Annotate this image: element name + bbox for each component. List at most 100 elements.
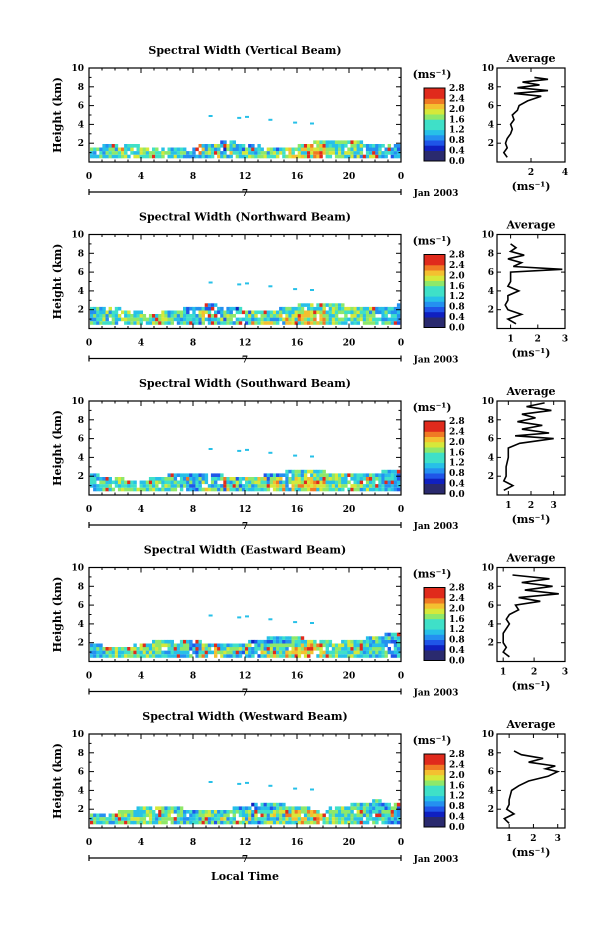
heatmap-cell: [117, 650, 122, 655]
heatmap-cell: [217, 144, 221, 148]
heatmap-cell: [217, 643, 221, 648]
heatmap-cell: [158, 643, 162, 648]
heatmap-cell: [294, 469, 298, 474]
heatmap-cell: [331, 314, 336, 318]
heatmap-cell: [90, 321, 94, 325]
heatmap-cell: [245, 282, 249, 285]
heatmap-cell: [220, 810, 224, 814]
heatmap-cell: [195, 477, 199, 481]
heatmap-cell: [117, 813, 122, 818]
colorbar-swatch: [424, 608, 445, 614]
heatmap-cell: [105, 487, 109, 492]
colorbar-swatch: [424, 624, 445, 630]
heatmap-cell: [396, 480, 401, 485]
heatmap-cell: [186, 154, 190, 159]
heatmap-cell: [127, 321, 131, 325]
heatmap-cell: [136, 647, 140, 651]
heatmap-cell: [365, 314, 370, 318]
heatmap-cell: [229, 654, 233, 658]
heatmap-cell: [359, 144, 364, 148]
heatmap-cell: [241, 144, 246, 148]
heatmap-cell: [189, 154, 193, 159]
heatmap-cell: [372, 817, 376, 821]
heatmap-cell: [303, 817, 308, 821]
heatmap-cell: [362, 654, 367, 658]
heatmap-cell: [369, 310, 373, 315]
heatmap-cell: [142, 314, 147, 318]
heatmap-cell: [121, 820, 125, 825]
heatmap-cell: [235, 477, 240, 481]
heatmap-cell: [347, 647, 351, 651]
heatmap-cell: [303, 654, 308, 658]
heatmap-cell: [229, 484, 233, 488]
heatmap-cell: [362, 314, 367, 318]
heatmap-cell: [331, 140, 336, 144]
average-y-tick-label: 10: [481, 397, 494, 407]
heatmap-cell: [111, 317, 116, 322]
heatmap-cell: [263, 484, 267, 488]
colorbar-tick-label: 2.8: [449, 251, 465, 261]
heatmap-cell: [381, 317, 385, 322]
heatmap-cell: [310, 813, 314, 818]
colorbar-swatch: [424, 457, 445, 464]
heatmap-cell: [381, 484, 385, 488]
heatmap-cell: [310, 817, 314, 821]
heatmap-cell: [378, 480, 382, 485]
heatmap-cell: [226, 154, 230, 159]
colorbar-tick-label: 2.4: [449, 261, 465, 271]
heatmap-cell: [331, 654, 336, 658]
heatmap-cell: [127, 144, 131, 148]
heatmap-cell: [334, 144, 339, 148]
heatmap-cell: [186, 643, 190, 648]
heatmap-cell: [297, 317, 302, 322]
heatmap-cell: [356, 480, 360, 485]
colorbar-swatch: [424, 618, 445, 625]
heatmap-cell: [158, 314, 162, 318]
heatmap-cell: [316, 144, 320, 148]
heatmap-cell: [307, 650, 311, 655]
heatmap-cell: [362, 639, 367, 644]
heatmap-cell: [232, 820, 236, 825]
heatmap-cell: [334, 317, 339, 322]
heatmap-cell: [223, 140, 227, 144]
heatmap-cell: [384, 469, 388, 474]
heatmap-cell: [152, 643, 156, 648]
heatmap-cell: [263, 643, 267, 648]
heatmap-cell: [238, 647, 243, 651]
heatmap-cell: [344, 810, 348, 814]
heatmap-cell: [350, 151, 354, 155]
heatmap-cell: [204, 151, 209, 155]
average-x-tick-label: 2: [528, 501, 534, 511]
heatmap-cell: [183, 650, 187, 655]
heatmap-cell: [372, 480, 376, 485]
heatmap-cell: [387, 650, 391, 655]
heatmap-cell: [369, 321, 373, 325]
heatmap-cell: [297, 639, 302, 644]
heatmap-cell: [142, 151, 147, 155]
heatmap-cell: [297, 321, 302, 325]
colorbar-unit-label: (ms⁻¹): [413, 401, 452, 414]
heatmap-cell: [130, 487, 134, 492]
heatmap-cell: [133, 317, 137, 322]
heatmap-cell: [344, 813, 348, 818]
heatmap-cell: [359, 639, 364, 644]
heatmap-cell: [291, 477, 295, 481]
heatmap-cell: [266, 484, 271, 488]
heatmap-cell: [133, 314, 137, 318]
heatmap-cell: [300, 154, 305, 159]
heatmap-cell: [90, 477, 94, 481]
heatmap-cell: [167, 310, 171, 315]
heatmap-cell: [269, 643, 274, 648]
heatmap-cell: [266, 636, 271, 640]
x-tick-label: 20: [343, 838, 356, 848]
heatmap-cell: [124, 321, 128, 325]
heatmap-cell: [158, 647, 162, 651]
heatmap-cell: [251, 310, 255, 315]
heatmap-cell: [167, 654, 171, 658]
colorbar-tick-label: 1.2: [449, 792, 465, 802]
heatmap-cell: [186, 810, 190, 814]
heatmap-cell: [266, 650, 271, 655]
heatmap-cell: [369, 654, 373, 658]
heatmap-cell: [189, 643, 193, 648]
heatmap-cell: [347, 817, 351, 821]
